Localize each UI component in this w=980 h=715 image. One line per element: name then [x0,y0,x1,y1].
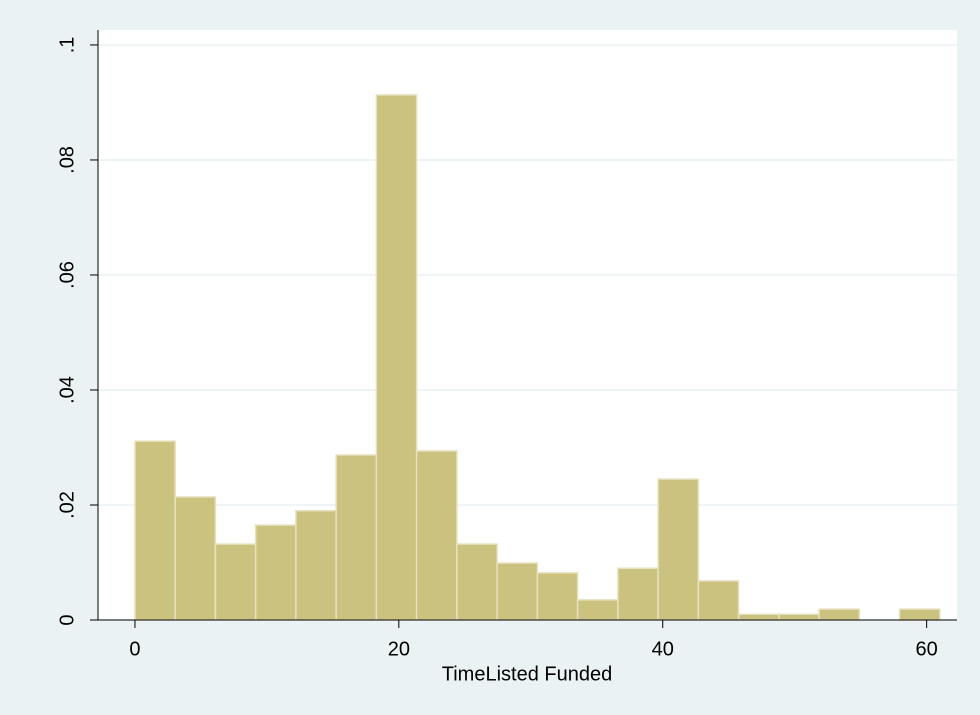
bar [456,543,498,621]
bar [335,454,378,621]
bar [214,543,257,621]
x-tick-label: 60 [916,638,938,660]
bar [415,450,458,621]
bar [536,572,579,621]
y-tick-label: .08 [56,146,78,174]
bar [737,613,780,621]
bar [697,580,740,621]
bar [496,562,539,621]
y-tick-label: .06 [56,261,78,289]
y-tick-label: 0 [56,614,78,625]
bar [818,608,861,621]
bar [576,599,619,621]
y-tick-label: .02 [56,491,78,519]
bar [134,440,176,621]
bar [174,496,217,621]
x-tick-label: 0 [129,638,140,660]
bar [375,94,418,621]
x-tick-label: 20 [388,638,410,660]
bar [778,613,820,621]
bar [295,509,337,621]
plot-area [98,30,957,620]
y-tick-label: .1 [56,37,78,54]
x-tick-label: 40 [652,638,674,660]
bar [898,608,941,621]
bar [617,567,659,621]
bar [254,524,297,621]
bar [657,478,700,621]
x-axis-label: TimeListed Funded [442,663,612,685]
y-tick-label: .04 [56,376,78,404]
